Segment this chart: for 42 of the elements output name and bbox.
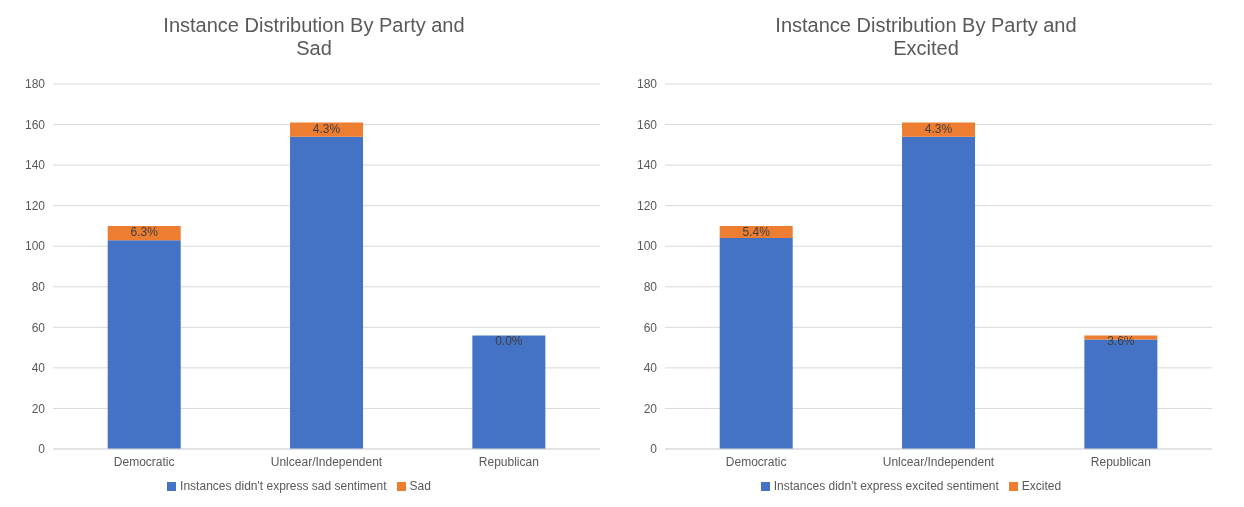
bar: [290, 136, 364, 449]
annotation: 0.0%: [495, 334, 523, 349]
annotation: 4.3%: [924, 121, 953, 136]
y-tick-label: 160: [24, 117, 46, 132]
bar: [107, 240, 181, 449]
legend-label: Excited: [1021, 479, 1062, 493]
chart-title: Instance Distribution By Party and Excited: [774, 14, 1078, 61]
y-tick-label: 40: [31, 361, 46, 376]
x-tick-label: Democratic: [113, 454, 175, 469]
y-tick-label: 100: [636, 239, 658, 254]
y-tick-label: 60: [31, 320, 46, 335]
annotation: 6.3%: [130, 224, 159, 239]
y-tick-label: 20: [643, 401, 658, 416]
x-tick-label: Democratic: [725, 454, 787, 469]
y-tick-label: 180: [636, 77, 658, 92]
y-tick-label: 80: [31, 280, 46, 295]
x-tick-label: Unlcear/Independent: [882, 454, 995, 469]
annotation: 5.4%: [742, 224, 771, 239]
legend-label: Instances didn't express excited sentiment: [773, 479, 999, 493]
bar: [902, 136, 976, 449]
x-tick-label: Republican: [478, 454, 539, 469]
y-tick-label: 60: [643, 320, 658, 335]
x-tick-label: Republican: [1090, 454, 1151, 469]
y-tick-label: 120: [24, 198, 46, 213]
y-tick-label: 20: [31, 401, 46, 416]
legend-label: Instances didn't express sad sentiment: [180, 479, 387, 493]
y-tick-label: 0: [38, 442, 46, 457]
annotation: 4.3%: [312, 121, 341, 136]
bar: [472, 335, 546, 449]
y-tick-label: 100: [24, 239, 46, 254]
y-tick-label: 140: [636, 158, 658, 173]
y-tick-label: 120: [636, 198, 658, 213]
y-tick-label: 140: [24, 158, 46, 173]
bar: [719, 238, 793, 449]
chart-title: Instance Distribution By Party and Sad: [162, 14, 466, 61]
x-tick-label: Unlcear/Independent: [270, 454, 383, 469]
y-tick-label: 160: [636, 117, 658, 132]
legend-label: Sad: [409, 479, 431, 493]
y-tick-label: 40: [643, 361, 658, 376]
y-tick-label: 80: [643, 280, 658, 295]
y-tick-label: 180: [24, 77, 46, 92]
y-tick-label: 0: [650, 442, 658, 457]
